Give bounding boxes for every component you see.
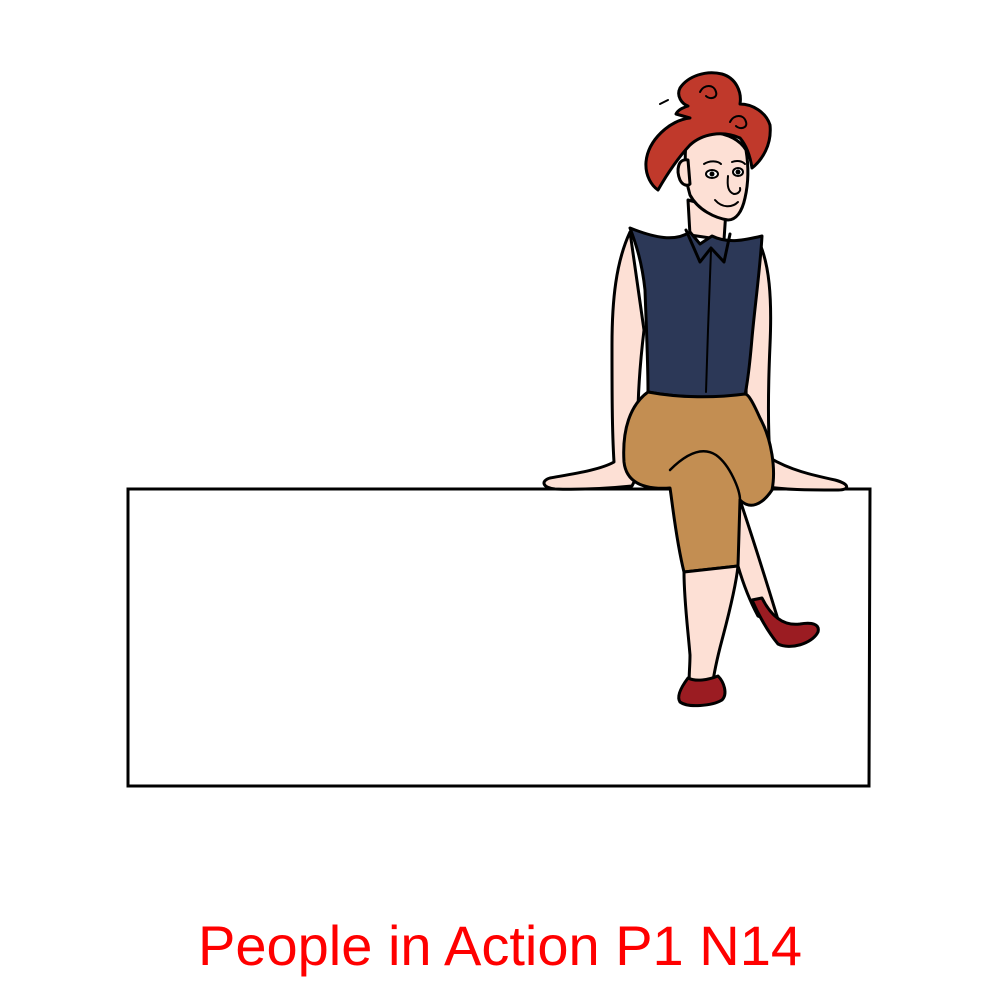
ear-icon [676, 158, 692, 187]
collar-icon [684, 228, 732, 264]
pants-crease-icon [668, 450, 742, 502]
placket-icon [705, 249, 712, 393]
hair-icon [644, 71, 772, 192]
left-shoe-icon [677, 674, 727, 708]
nose-icon [726, 175, 742, 195]
box-icon [126, 487, 872, 788]
caption-text: People in Action P1 N14 [198, 914, 802, 977]
right-shoe-icon [750, 596, 820, 648]
shirt-icon [628, 226, 764, 399]
mouth-icon [714, 199, 739, 208]
woman-icon [542, 71, 849, 708]
